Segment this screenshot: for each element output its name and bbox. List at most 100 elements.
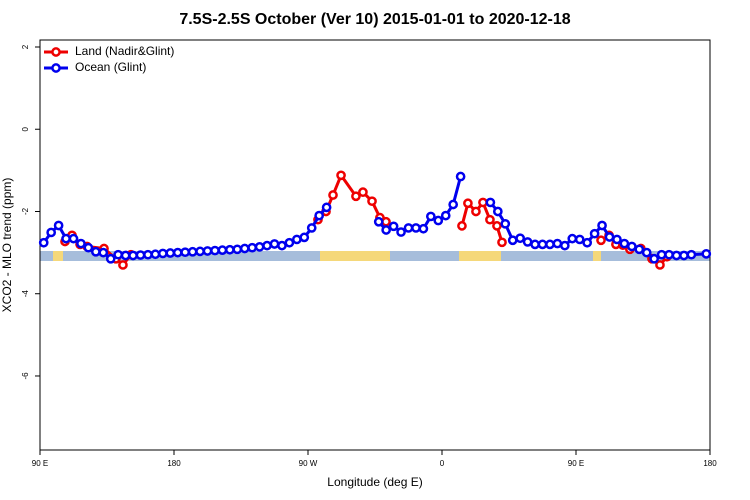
x-axis-label: Longitude (deg E): [327, 475, 422, 489]
data-point: [500, 218, 511, 229]
data-point: [113, 249, 124, 260]
data-point: [411, 223, 421, 233]
data-point: [701, 248, 712, 259]
data-point: [165, 248, 176, 258]
legend-marker: [51, 63, 61, 73]
data-point: [180, 247, 191, 258]
y-tick-label: -2: [21, 207, 30, 215]
data-point: [247, 242, 258, 253]
data-point: [336, 170, 346, 181]
data-point: [299, 232, 310, 243]
y-tick-label: 2: [21, 44, 30, 49]
data-point: [262, 240, 272, 251]
y-tick-label: 0: [21, 126, 30, 131]
x-tick-label: 180: [167, 459, 181, 468]
data-point: [478, 197, 488, 208]
data-point: [582, 237, 593, 248]
data-point: [328, 190, 338, 200]
data-point: [679, 250, 689, 261]
data-point: [455, 171, 466, 182]
data-point: [105, 253, 116, 264]
data-point: [367, 196, 377, 207]
data-point: [187, 246, 198, 257]
data-point: [314, 210, 325, 221]
data-point: [90, 246, 101, 257]
data-point: [463, 198, 473, 209]
data-point: [433, 215, 444, 226]
data-point: [396, 227, 406, 237]
data-point: [559, 240, 570, 251]
data-point: [277, 240, 287, 251]
y-tick-label: -6: [21, 372, 30, 380]
data-point: [118, 260, 128, 270]
data-point: [497, 237, 507, 248]
data-point: [612, 234, 622, 245]
data-point: [143, 249, 153, 260]
data-point: [254, 242, 265, 252]
data-point: [485, 197, 496, 208]
data-point: [83, 242, 94, 253]
data-point: [656, 249, 667, 260]
x-tick-label: 90 E: [568, 459, 584, 468]
data-point: [210, 245, 220, 256]
data-point: [619, 238, 630, 249]
data-point: [46, 227, 57, 238]
data-point: [418, 223, 429, 234]
data-point: [351, 191, 361, 202]
x-tick-label: 180: [703, 459, 717, 468]
data-point: [232, 244, 243, 255]
legend-marker: [51, 47, 61, 57]
data-point: [626, 241, 637, 252]
surface-band: [40, 251, 710, 261]
y-axis-label: XCO2 - MLO trend (ppm): [0, 178, 14, 313]
land-band: [53, 251, 63, 261]
data-point: [157, 248, 168, 259]
legend-label: Ocean (Glint): [75, 60, 146, 74]
x-tick-label: 90 E: [32, 459, 48, 468]
data-point: [596, 235, 606, 246]
land-band: [593, 251, 601, 261]
land-band: [320, 251, 390, 261]
data-point: [53, 220, 64, 231]
data-point: [507, 235, 518, 246]
data-point: [135, 250, 146, 260]
data-point: [641, 247, 652, 258]
data-point: [634, 244, 645, 255]
data-point: [655, 260, 665, 270]
x-tick-label: 90 W: [299, 459, 318, 468]
data-point: [686, 249, 697, 260]
data-point: [150, 249, 161, 260]
data-point: [597, 220, 607, 231]
data-point: [485, 214, 495, 225]
data-point: [358, 187, 368, 198]
data-point: [425, 211, 436, 222]
data-point: [403, 223, 414, 233]
data-point: [217, 245, 228, 255]
data-point: [589, 228, 600, 239]
x-tick-label: 0: [440, 459, 445, 468]
data-point: [224, 244, 235, 255]
data-point: [574, 234, 585, 245]
data-point: [76, 238, 86, 249]
data-point: [291, 234, 302, 245]
data-point: [202, 246, 213, 256]
data-point: [448, 199, 459, 210]
data-point: [440, 210, 451, 221]
data-point: [471, 206, 481, 217]
data-point: [457, 221, 467, 231]
data-point: [269, 239, 280, 249]
data-point: [61, 233, 71, 244]
data-point: [239, 243, 250, 254]
data-point: [172, 247, 183, 258]
data-point: [321, 202, 332, 213]
data-point: [388, 221, 399, 232]
data-point: [522, 237, 533, 247]
data-point: [120, 250, 131, 261]
data-point: [492, 206, 503, 217]
data-point: [604, 232, 615, 242]
y-tick-label: -4: [21, 290, 30, 298]
data-point: [284, 237, 295, 248]
data-point: [68, 233, 79, 244]
